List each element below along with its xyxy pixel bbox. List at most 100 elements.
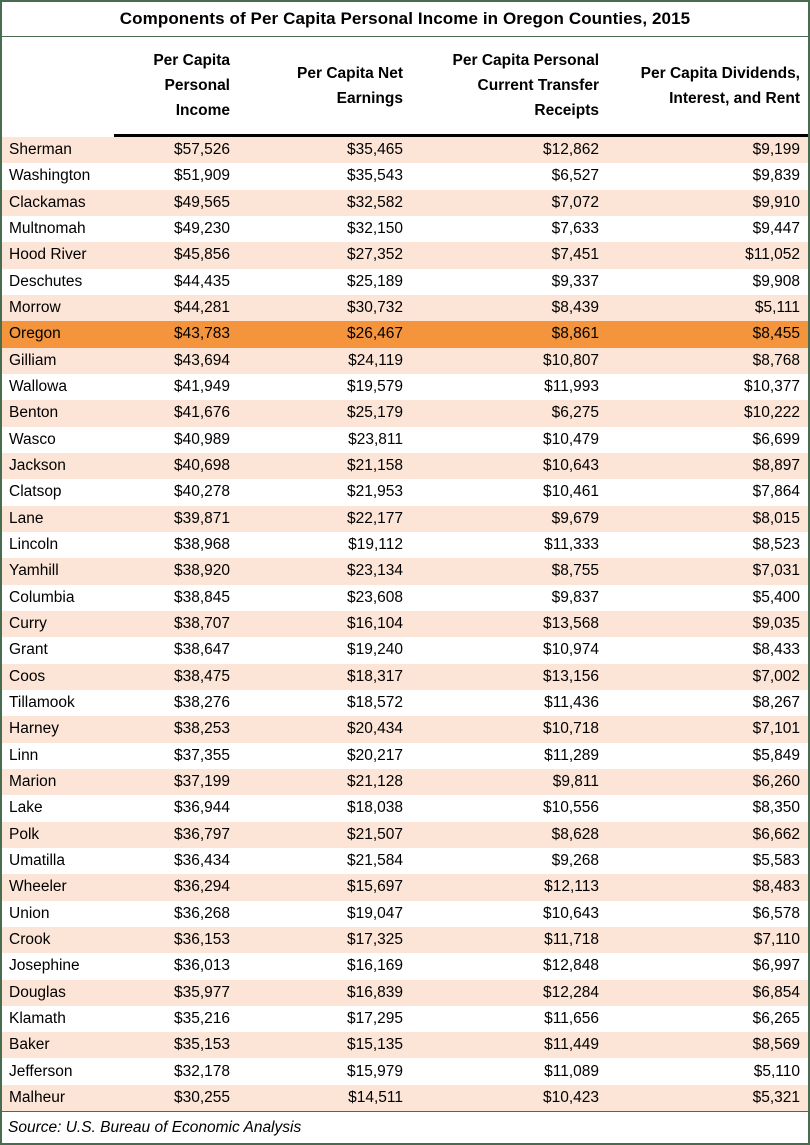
header-per-capita-personal-income: Per Capita Personal Income [114,37,238,137]
value-cell: $8,439 [551,299,599,317]
county-name: Wheeler [9,878,67,896]
table-row: Malheur $30,255 $14,511 $10,423 $5,321 [2,1084,808,1112]
table-row: Multnomah $49,230 $32,150 $7,633 $9,447 [2,215,808,243]
value-cell: $8,483 [752,878,800,896]
county-name: Klamath [9,1009,66,1027]
value-cell: $8,455 [752,325,800,343]
value-cell: $20,434 [346,720,403,738]
value-cell: $17,295 [346,1009,403,1027]
value-cell: $43,783 [173,325,230,343]
value-cell: $9,447 [752,220,800,238]
value-cell: $32,150 [346,220,403,238]
table-row: Wasco $40,989 $23,811 $10,479 $6,699 [2,426,808,453]
value-cell: $11,993 [544,378,599,396]
value-cell: $7,633 [551,220,599,238]
value-cell: $8,897 [752,457,800,475]
value-cell: $5,849 [752,746,800,764]
table-body: Sherman $57,526 $35,465 $12,862 $9,199 Washin… [2,137,808,1112]
value-cell: $19,112 [348,536,403,554]
value-cell: $20,217 [346,746,403,764]
county-name: Deschutes [9,272,83,290]
header-transfer-receipts: Per Capita Personal Current Transfer Rec… [411,37,607,137]
value-cell: $39,871 [173,509,230,527]
value-cell: $9,811 [552,773,599,791]
value-cell: $36,944 [173,799,230,817]
value-cell: $6,275 [551,404,599,422]
county-name: Curry [9,615,47,633]
table-row: Columbia $38,845 $23,608 $9,837 $5,400 [2,584,808,611]
table-row: Jackson $40,698 $21,158 $10,643 $8,897 [2,452,808,480]
value-cell: $10,718 [542,720,599,738]
value-cell: $12,862 [542,141,599,159]
value-cell: $35,153 [173,1036,230,1054]
value-cell: $16,104 [346,615,403,633]
value-cell: $6,527 [551,167,599,185]
county-name: Linn [9,746,39,764]
value-cell: $12,113 [544,878,599,896]
county-name: Jefferson [9,1062,73,1080]
value-cell: $21,128 [346,773,403,791]
county-name: Douglas [9,983,66,1001]
table-row: Baker $35,153 $15,135 $11,449 $8,569 [2,1032,808,1059]
table-row: Yamhill $38,920 $23,134 $8,755 $7,031 [2,558,808,585]
value-cell: $32,178 [173,1062,230,1080]
value-cell: $5,111 [754,299,800,317]
value-cell: $10,423 [542,1088,599,1106]
value-cell: $11,718 [544,931,599,948]
value-cell: $11,449 [544,1036,599,1054]
table-row: Tillamook $38,276 $18,572 $11,436 $8,267 [2,689,808,717]
value-cell: $35,216 [173,1009,230,1027]
county-name: Polk [9,825,40,843]
table-row: Josephine $36,013 $16,169 $12,848 $6,997 [2,953,808,980]
table-row: Jefferson $32,178 $15,979 $11,089 $5,110 [2,1058,808,1085]
value-cell: $44,435 [173,272,230,290]
value-cell: $6,854 [752,983,800,1001]
value-cell: $57,526 [173,141,230,159]
value-cell: $8,628 [551,825,599,843]
value-cell: $8,861 [551,325,599,343]
value-cell: $14,511 [348,1088,403,1106]
value-cell: $8,015 [752,509,800,527]
value-cell: $11,089 [544,1062,599,1080]
value-cell: $13,156 [542,667,599,685]
value-cell: $7,864 [752,483,800,501]
value-cell: $8,350 [752,799,800,817]
value-cell: $38,968 [173,536,230,554]
value-cell: $7,451 [551,246,599,264]
value-cell: $27,352 [346,246,403,264]
value-cell: $40,989 [173,430,230,448]
value-cell: $7,002 [752,667,800,685]
county-name: Lake [9,799,43,817]
table-row: Klamath $35,216 $17,295 $11,656 $6,265 [2,1005,808,1033]
value-cell: $37,199 [173,773,230,791]
header-county [2,37,114,137]
county-name: Harney [9,720,59,738]
value-cell: $19,240 [346,641,403,659]
county-name: Coos [9,667,46,685]
value-cell: $7,110 [753,931,800,948]
table-row: Curry $38,707 $16,104 $13,568 $9,035 [2,610,808,638]
value-cell: $9,837 [551,588,599,606]
value-cell: $36,294 [173,878,230,896]
table-row: Crook $36,153 $17,325 $11,718 $7,110 [2,926,808,954]
county-name: Clatsop [9,483,62,501]
value-cell: $36,013 [173,957,230,975]
value-cell: $23,134 [346,562,403,580]
value-cell: $8,569 [752,1036,800,1054]
value-cell: $44,281 [173,299,230,317]
table-row: Morrow $44,281 $30,732 $8,439 $5,111 [2,294,808,322]
value-cell: $15,979 [346,1062,403,1080]
value-cell: $16,839 [346,983,403,1001]
table-row: Union $36,268 $19,047 $10,643 $6,578 [2,900,808,927]
value-cell: $10,479 [542,430,599,448]
county-name: Washington [9,167,91,185]
county-name: Wallowa [9,378,67,396]
source-note: Source: U.S. Bureau of Economic Analysis [2,1111,808,1143]
value-cell: $10,974 [542,641,599,659]
value-cell: $43,694 [173,351,230,369]
table-row-oregon-highlight: Oregon $43,783 $26,467 $8,861 $8,455 [2,321,808,348]
county-name: Oregon [9,325,61,343]
value-cell: $5,400 [752,588,800,606]
value-cell: $38,707 [173,615,230,633]
value-cell: $41,949 [173,378,230,396]
